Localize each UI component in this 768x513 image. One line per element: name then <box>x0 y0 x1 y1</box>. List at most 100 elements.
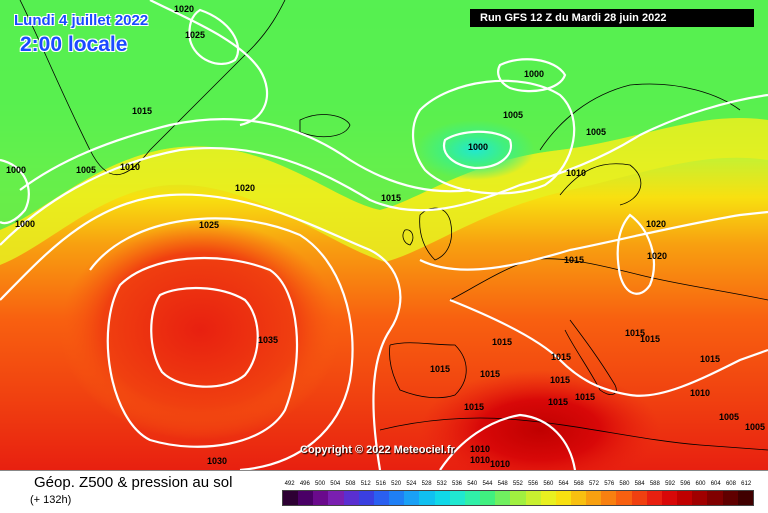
z500-green-band <box>0 0 768 230</box>
scale-swatch <box>434 491 450 505</box>
scale-swatch <box>510 491 526 505</box>
pressure-label: 1020 <box>174 4 194 14</box>
scale-swatch <box>570 491 587 505</box>
scale-value-label: 604 <box>710 481 721 487</box>
scale-swatch <box>555 491 571 505</box>
scale-swatch <box>540 491 556 505</box>
scandinavia-coast <box>539 83 741 206</box>
scale-value-label: 608 <box>725 481 736 487</box>
scale-swatch <box>737 491 753 505</box>
isobar-1000-low <box>442 130 513 170</box>
pressure-label: 1005 <box>745 422 765 432</box>
pressure-label: 1015 <box>464 402 484 412</box>
italy-coast <box>564 319 617 395</box>
pressure-label: 1015 <box>381 193 401 203</box>
scale-value-label: 556 <box>528 481 539 487</box>
scale-value-label: 532 <box>436 481 447 487</box>
scale-swatch <box>677 491 693 505</box>
scale-swatch <box>631 491 647 505</box>
scale-value-label: 540 <box>467 481 478 487</box>
scale-value-label: 612 <box>741 481 752 487</box>
scale-value-label: 548 <box>497 481 508 487</box>
scale-swatch <box>722 491 738 505</box>
scale-value-label: 552 <box>512 481 523 487</box>
british-isles-coast <box>402 207 452 261</box>
pressure-label: 1015 <box>492 337 512 347</box>
isobar-1025-north <box>188 8 240 65</box>
isobar-1010-africa <box>439 413 577 470</box>
pressure-label: 1025 <box>185 30 205 40</box>
scale-swatch <box>480 491 496 505</box>
low-pressure-core <box>415 120 535 180</box>
scale-value-label: 568 <box>573 481 584 487</box>
pressure-label: 1000 <box>524 69 544 79</box>
scale-swatch <box>313 491 329 505</box>
scale-value-label: 492 <box>284 481 295 487</box>
coastlines <box>19 0 768 451</box>
pressure-label: 1020 <box>647 251 667 261</box>
isobar-1035 <box>150 287 259 388</box>
pressure-labels: 1020 1025 1015 1005 1010 1000 1000 1020 … <box>6 4 765 469</box>
isobar-1025-south <box>89 217 354 470</box>
color-scale-legend: 492 496 500 504 508 512 516 520 524 528 532 536 540 5… <box>282 478 754 506</box>
isobar-1015-med <box>449 298 768 397</box>
greenland-coast <box>19 0 286 176</box>
scale-value-label: 508 <box>345 481 356 487</box>
scale-value-label: 528 <box>421 481 432 487</box>
isobar-1030 <box>106 256 299 448</box>
scale-value-label: 596 <box>680 481 691 487</box>
scale-swatch <box>283 491 299 505</box>
z500-yellow-band <box>0 117 768 265</box>
isobar-1020-north <box>149 0 269 127</box>
copyright-notice: Copyright © 2022 Meteociel.fr <box>300 444 455 456</box>
scale-value-label: 580 <box>619 481 630 487</box>
pressure-label: 1005 <box>503 110 523 120</box>
scale-value-label: 512 <box>360 481 371 487</box>
isobar-1015-europe <box>419 210 768 271</box>
scale-value-label: 504 <box>330 481 341 487</box>
scale-value-label: 592 <box>665 481 676 487</box>
scale-swatch <box>601 491 617 505</box>
scale-swatch <box>464 491 481 505</box>
weather-map: 1020 1025 1015 1005 1010 1000 1000 1020 … <box>0 0 768 470</box>
isobar-1020-east <box>616 213 655 295</box>
isobars <box>0 0 768 470</box>
isobar-1015-atlantic <box>0 93 768 246</box>
isobar-1010 <box>19 118 471 193</box>
scale-swatch <box>586 491 602 505</box>
pressure-label: 1010 <box>470 455 490 465</box>
pressure-label: 1015 <box>640 334 660 344</box>
scale-labels: 492 496 500 504 508 512 516 520 524 528 532 536 540 5… <box>282 478 754 490</box>
scale-value-label: 588 <box>649 481 660 487</box>
scale-value-label: 516 <box>375 481 386 487</box>
pressure-label: 1015 <box>700 354 720 364</box>
isobar-1000-west <box>0 158 30 225</box>
pressure-label: 1015 <box>550 375 570 385</box>
pressure-label: 1015 <box>625 328 645 338</box>
pressure-label: 1015 <box>430 364 450 374</box>
iceland-coast <box>299 114 351 138</box>
scale-swatch <box>419 491 435 505</box>
europe-coast <box>389 258 768 399</box>
pressure-label: 1005 <box>719 412 739 422</box>
pressure-label: 1015 <box>548 397 568 407</box>
isobar-1020-main <box>0 193 402 470</box>
scale-value-label: 572 <box>588 481 599 487</box>
pressure-label: 1010 <box>470 444 490 454</box>
scale-swatch <box>373 491 390 505</box>
scale-value-label: 560 <box>543 481 554 487</box>
pressure-label: 1000 <box>468 142 488 152</box>
pressure-label: 1015 <box>551 352 571 362</box>
scale-swatch <box>298 491 314 505</box>
scale-value-label: 584 <box>634 481 645 487</box>
pressure-label: 1010 <box>490 459 510 469</box>
high-pressure-core <box>60 220 340 440</box>
scale-value-label: 600 <box>695 481 706 487</box>
scale-value-label: 520 <box>391 481 402 487</box>
forecast-time: 2:00 locale <box>20 33 128 56</box>
pressure-label: 1035 <box>258 335 278 345</box>
scale-swatch <box>389 491 405 505</box>
pressure-label: 1010 <box>566 168 586 178</box>
scale-value-label: 564 <box>558 481 569 487</box>
scale-swatch <box>358 491 374 505</box>
